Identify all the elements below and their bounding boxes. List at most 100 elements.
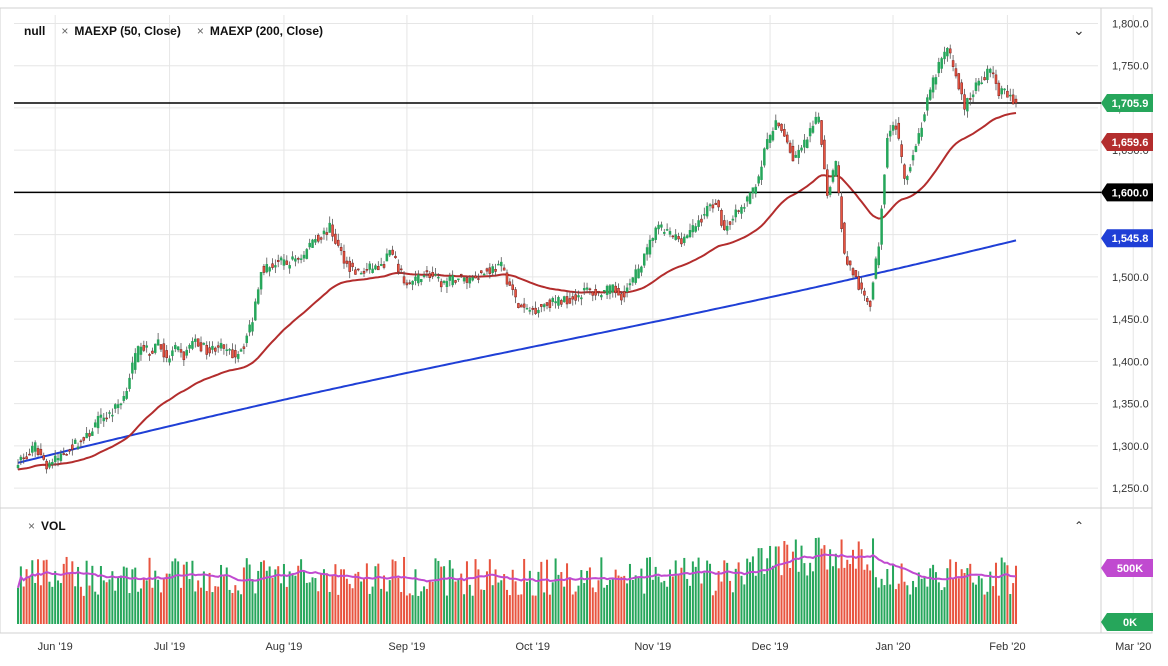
volume-bar [145, 580, 148, 624]
chart-legend: null × MAEXP (50, Close) × MAEXP (200, Clo… [24, 24, 323, 38]
candle-body [740, 206, 743, 214]
candle-body [317, 234, 320, 242]
candle-body [691, 225, 695, 233]
candle-body [657, 224, 660, 230]
candle-body [725, 225, 729, 231]
volume-bar [108, 579, 111, 624]
volume-bar [443, 566, 446, 624]
candle-body [728, 221, 732, 225]
candle-body [548, 299, 552, 308]
volume-bar [640, 568, 643, 624]
candle-body [645, 247, 649, 255]
volume-bar [374, 566, 377, 624]
candle-body [379, 264, 383, 266]
price-badge-shape [1101, 613, 1153, 631]
volume-bar [88, 585, 91, 624]
candle-body [977, 80, 981, 86]
price-badge: 1,659.6 [1101, 133, 1153, 152]
volume-bar [780, 575, 783, 624]
volume-bar [691, 561, 694, 624]
x-tick-label: Dec '19 [752, 641, 789, 653]
candle-body [179, 349, 183, 353]
volume-bar [342, 569, 345, 624]
volume-bar [351, 588, 354, 624]
y-tick-label: 1,300.0 [1112, 441, 1149, 453]
candle-body [91, 431, 94, 436]
volume-label: VOL [41, 519, 66, 533]
candle-body [643, 253, 646, 266]
volume-bar [952, 578, 955, 624]
candle-body [780, 123, 783, 131]
candle-body [391, 249, 394, 255]
candle-body [185, 349, 188, 356]
collapse-volume-chevron-icon[interactable]: ⌃ [1074, 519, 1085, 533]
volume-bar [651, 579, 654, 624]
candle-body [771, 131, 775, 141]
candle-body [434, 274, 437, 276]
volume-bar [526, 581, 529, 624]
candle-body [577, 295, 580, 298]
remove-ma200-icon[interactable]: × [196, 24, 204, 38]
candle-body [296, 258, 300, 260]
candle-body [133, 353, 137, 370]
candle-body [128, 377, 131, 389]
volume-bar [620, 576, 623, 624]
volume-bar [357, 571, 360, 624]
candle-body [848, 260, 852, 266]
candle-body [917, 133, 921, 144]
volume-bar [763, 573, 766, 624]
candle-body [580, 297, 583, 300]
volume-bar [177, 561, 180, 624]
volume-bar [551, 582, 554, 624]
candle-body [634, 269, 637, 283]
volume-bar [734, 568, 737, 624]
volume-bar [657, 576, 660, 624]
candle-body [877, 246, 880, 266]
candle-body [788, 142, 792, 153]
volume-bar [457, 579, 460, 624]
collapse-legend-chevron-icon[interactable]: ⌄ [1073, 22, 1085, 38]
candle-body [568, 298, 572, 304]
candle-body [468, 277, 472, 284]
candle-body [760, 166, 763, 180]
volume-bar [403, 556, 406, 624]
volume-bar [548, 594, 551, 624]
volume-bar [437, 560, 440, 624]
candle-body [688, 230, 692, 238]
volume-bar [117, 577, 120, 624]
candle-body [491, 266, 494, 274]
candle-body [983, 77, 986, 81]
volume-bar [740, 575, 743, 624]
volume-bar [162, 578, 165, 624]
volume-bar [769, 545, 772, 624]
volume-bar [505, 589, 508, 624]
candle-body [271, 263, 274, 268]
volume-bar [440, 566, 443, 624]
volume-bar [265, 570, 268, 624]
volume-bar [51, 586, 54, 624]
volume-bar [128, 593, 131, 624]
candle-body [651, 238, 655, 241]
candle-body [76, 446, 80, 449]
candle-body [648, 239, 652, 255]
candle-body [854, 270, 858, 277]
volume-bar [99, 566, 102, 624]
candle-body [840, 196, 843, 229]
candle-body [276, 260, 280, 262]
volume-bar [914, 587, 917, 624]
remove-volume-icon[interactable]: × [28, 519, 36, 533]
candle-body [382, 264, 386, 268]
volume-bar [837, 568, 840, 624]
remove-ma50-icon[interactable]: × [61, 24, 69, 38]
volume-bar [749, 562, 752, 624]
volume-bar [483, 589, 486, 624]
volume-bar [826, 569, 829, 624]
candle-body [414, 276, 417, 281]
candle-body [199, 342, 203, 352]
volume-bar [114, 590, 117, 624]
volume-bar [454, 581, 457, 624]
candle-body [697, 220, 700, 227]
candle-body [465, 277, 469, 283]
candle-body [991, 72, 995, 75]
